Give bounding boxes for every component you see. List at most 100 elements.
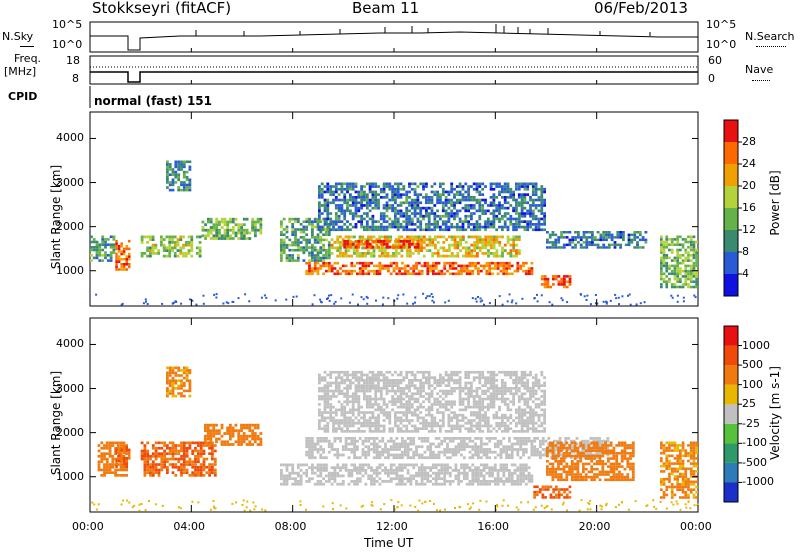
data-cell (308, 437, 311, 440)
data-cell (171, 168, 175, 171)
data-cell (318, 413, 321, 417)
data-cell (434, 474, 438, 478)
data-cell (439, 225, 442, 229)
data-cell (423, 439, 427, 443)
data-cell (322, 248, 325, 252)
data-cell (585, 231, 589, 234)
data-cell (406, 243, 409, 247)
data-cell (477, 437, 480, 440)
data-cell (199, 452, 203, 455)
data-cell (291, 482, 295, 486)
data-cell (97, 465, 101, 469)
data-cell (253, 434, 257, 438)
data-cell (325, 463, 328, 467)
data-cell (458, 201, 462, 205)
data-cell (305, 471, 309, 475)
data-cell (327, 471, 331, 475)
data-cell (209, 231, 213, 235)
data-cell (329, 373, 333, 377)
data-cell (425, 225, 428, 229)
data-cell (577, 231, 580, 234)
data-cell (360, 411, 363, 414)
data-cell (394, 239, 397, 243)
data-cell (489, 246, 493, 250)
data-cell (406, 264, 410, 268)
data-cell (108, 471, 112, 474)
data-cell (689, 235, 693, 239)
data-cell (334, 228, 338, 232)
data-cell (184, 254, 188, 258)
data-cell (413, 424, 417, 428)
data-cell (396, 381, 400, 385)
data-cell (485, 272, 489, 276)
data-cell (176, 249, 180, 252)
data-cell (184, 241, 188, 244)
data-cell (330, 474, 334, 478)
data-cell (365, 206, 369, 210)
data-cell (311, 256, 314, 260)
data-cell (163, 444, 166, 447)
data-cell (371, 214, 375, 218)
data-cell (406, 469, 410, 472)
data-cell (527, 480, 531, 483)
data-cell (347, 474, 351, 478)
data-cell (182, 163, 186, 166)
data-cell (522, 471, 525, 475)
data-cell (229, 426, 232, 430)
data-cell (319, 230, 323, 234)
data-cell (636, 246, 639, 249)
data-cell (165, 254, 169, 258)
data-cell (555, 445, 559, 449)
data-cell (450, 201, 454, 205)
data-cell (320, 389, 324, 393)
data-cell (346, 187, 349, 191)
data-cell (190, 241, 194, 244)
data-cell (501, 228, 504, 232)
data-cell (375, 453, 379, 457)
data-cell (374, 239, 378, 243)
data-cell (322, 439, 325, 443)
data-cell (140, 235, 144, 239)
data-cell (485, 453, 489, 457)
data-cell (498, 217, 501, 221)
data-cell (378, 477, 382, 481)
data-cell (459, 241, 462, 244)
data-cell (149, 457, 152, 461)
data-cell (385, 182, 389, 186)
data-cell (104, 240, 107, 244)
data-cell (185, 446, 189, 450)
data-cell (329, 220, 333, 223)
data-cell (439, 198, 442, 202)
data-cell (415, 445, 418, 449)
data-cell (365, 223, 369, 226)
data-cell (512, 246, 516, 250)
data-cell (417, 453, 421, 457)
data-cell (323, 384, 327, 387)
data-cell (320, 387, 324, 390)
data-cell (391, 381, 394, 385)
data-cell (154, 468, 158, 472)
data-cell (531, 201, 535, 205)
ground-scatter-cell (589, 303, 592, 306)
data-cell (395, 469, 399, 472)
data-cell (340, 392, 344, 396)
data-cell (454, 450, 458, 454)
data-cell (461, 228, 465, 232)
data-cell (207, 220, 210, 224)
data-cell (174, 366, 178, 370)
data-cell (375, 442, 379, 446)
data-cell (467, 193, 470, 196)
data-cell (402, 392, 406, 396)
data-cell (311, 243, 314, 247)
data-cell (412, 267, 416, 270)
data-cell (665, 267, 669, 270)
data-cell (516, 474, 520, 478)
data-cell (259, 432, 263, 435)
data-cell (417, 482, 421, 486)
data-cell (100, 457, 104, 461)
data-cell (211, 465, 214, 469)
data-cell (259, 228, 263, 232)
data-cell (593, 243, 597, 247)
data-cell (240, 440, 243, 444)
data-cell (340, 225, 344, 229)
